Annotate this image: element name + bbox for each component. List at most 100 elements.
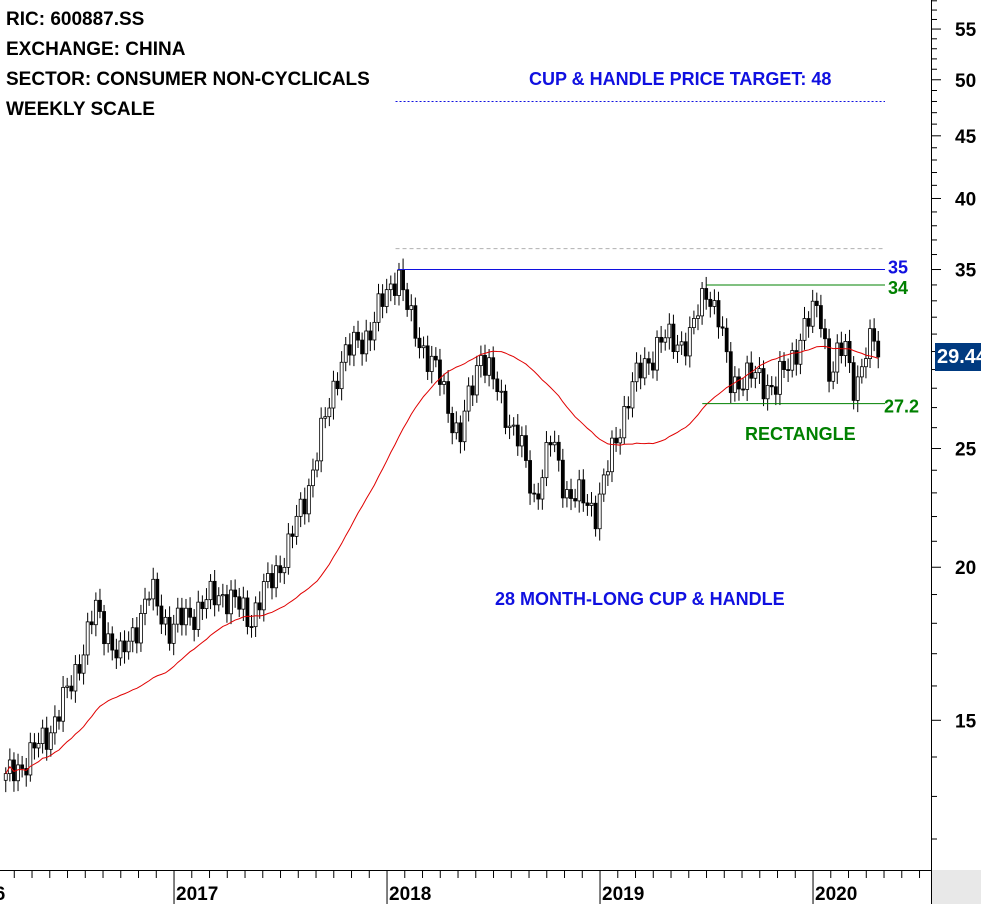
candle-body bbox=[761, 368, 766, 400]
candle-body bbox=[589, 502, 594, 506]
candle-body bbox=[585, 502, 590, 506]
candle-body bbox=[143, 598, 147, 614]
candle-body bbox=[433, 355, 438, 361]
candle-body bbox=[405, 289, 410, 310]
candle-body bbox=[679, 341, 684, 346]
candle-body bbox=[532, 492, 537, 495]
candle-body bbox=[360, 339, 365, 355]
candle-body bbox=[151, 578, 156, 600]
candle-body bbox=[507, 425, 512, 428]
candle-body bbox=[757, 368, 762, 374]
candle-body bbox=[196, 601, 201, 630]
candle-body bbox=[749, 362, 754, 379]
candle-body bbox=[741, 388, 745, 391]
candle-body bbox=[98, 599, 102, 612]
candle-body bbox=[69, 685, 74, 692]
level-label: 27.2 bbox=[884, 397, 919, 417]
candle-body bbox=[495, 378, 500, 392]
candle-body bbox=[16, 764, 20, 782]
level-label: 35 bbox=[888, 258, 908, 278]
candle-body bbox=[544, 442, 549, 479]
candle-body bbox=[392, 283, 397, 296]
candle-body bbox=[126, 640, 131, 653]
candle-body bbox=[773, 386, 778, 395]
y-tick-label: 15 bbox=[955, 711, 977, 732]
candle-body bbox=[53, 716, 57, 734]
candle-body bbox=[204, 599, 209, 610]
candle-body bbox=[565, 489, 569, 499]
candle-body bbox=[163, 616, 168, 625]
candle-body bbox=[89, 621, 94, 626]
candle-body bbox=[552, 441, 557, 446]
candle-body bbox=[458, 422, 463, 443]
candle-body bbox=[683, 341, 688, 357]
candle-body bbox=[323, 416, 328, 419]
candle-body bbox=[794, 350, 799, 365]
candle-body bbox=[605, 471, 610, 476]
candle-body bbox=[48, 732, 53, 750]
candle-body bbox=[85, 621, 90, 656]
candle-body bbox=[737, 376, 741, 390]
candle-body bbox=[179, 607, 184, 626]
candle-body bbox=[835, 342, 840, 373]
candle-body bbox=[560, 459, 565, 499]
y-tick-label: 25 bbox=[955, 440, 977, 461]
candle-body bbox=[319, 417, 324, 462]
candle-body bbox=[671, 323, 676, 353]
candle-body bbox=[188, 607, 192, 618]
candle-body bbox=[24, 768, 29, 776]
candle-body bbox=[282, 566, 287, 574]
candle-body bbox=[831, 371, 836, 382]
candle-body bbox=[270, 573, 274, 589]
candle-body bbox=[245, 597, 250, 627]
candle-body bbox=[380, 293, 385, 307]
x-tick-label: 2018 bbox=[389, 884, 431, 904]
candle-body bbox=[511, 424, 516, 427]
candle-body bbox=[597, 493, 602, 530]
candle-body bbox=[438, 359, 442, 385]
candle-body bbox=[692, 318, 696, 329]
candle-body bbox=[401, 269, 405, 291]
candle-body bbox=[343, 344, 348, 363]
candle-body bbox=[93, 599, 98, 626]
candle-body bbox=[696, 315, 700, 319]
candle-body bbox=[335, 380, 340, 390]
candle-body bbox=[864, 358, 868, 368]
candle-body bbox=[241, 597, 246, 610]
candle-body bbox=[81, 654, 86, 674]
candle-body bbox=[753, 372, 758, 379]
candle-body bbox=[769, 385, 774, 388]
last-price-badge: 29.44 bbox=[935, 343, 981, 371]
candle-body bbox=[372, 321, 377, 341]
candle-body bbox=[638, 362, 643, 379]
candle-body bbox=[139, 613, 143, 644]
rectangle-annotation: RECTANGLE bbox=[745, 424, 856, 444]
candle-body bbox=[786, 369, 791, 371]
y-tick-label: 50 bbox=[955, 71, 976, 92]
candle-body bbox=[876, 340, 881, 358]
candle-body bbox=[376, 293, 381, 323]
candle-body bbox=[294, 515, 299, 537]
candle-body bbox=[868, 328, 872, 359]
candle-body bbox=[102, 611, 106, 645]
exchange-label: EXCHANGE: CHINA bbox=[6, 39, 186, 60]
candle-body bbox=[73, 664, 78, 692]
x-tick-label: 2017 bbox=[176, 884, 218, 904]
axis-corner bbox=[931, 870, 981, 904]
candle-body bbox=[261, 581, 266, 611]
candle-body bbox=[44, 727, 49, 750]
candle-body bbox=[352, 331, 356, 356]
candle-body bbox=[175, 607, 180, 625]
candle-body bbox=[364, 330, 369, 355]
candle-body bbox=[618, 437, 623, 444]
candle-body bbox=[200, 601, 205, 610]
candles bbox=[3, 258, 881, 793]
candle-body bbox=[347, 344, 352, 356]
candle-body bbox=[646, 358, 651, 364]
candle-body bbox=[368, 330, 373, 341]
candle-body bbox=[266, 573, 270, 582]
x-tick-label: 2020 bbox=[815, 884, 857, 904]
candle-body bbox=[806, 318, 811, 327]
candle-body bbox=[466, 385, 471, 412]
